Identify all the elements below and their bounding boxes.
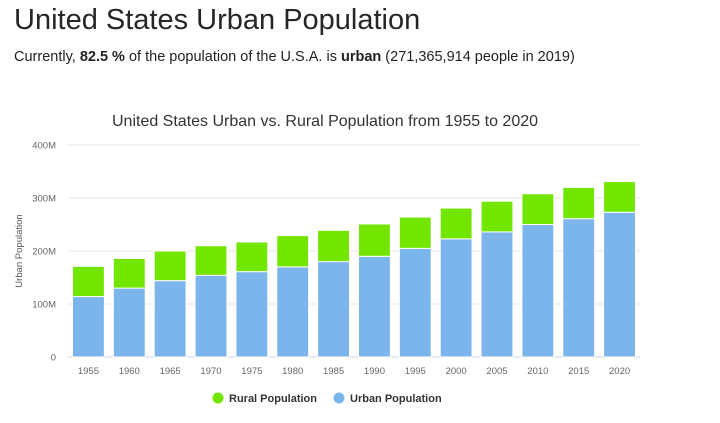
summary-middle: of the population of the U.S.A. is — [124, 49, 341, 65]
x-tick-label: 1985 — [323, 366, 344, 377]
x-tick-label: 1955 — [78, 366, 99, 377]
bar-rural-population-1990[interactable] — [357, 223, 391, 257]
bar-urban-population-2015[interactable] — [562, 218, 596, 358]
y-tick-label: 0 — [51, 353, 56, 364]
legend-item-urban-population[interactable]: Urban Population — [333, 392, 442, 406]
bar-rural-population-1985[interactable] — [317, 229, 351, 263]
y-tick-label: 400M — [32, 141, 56, 152]
bar-rural-population-2020[interactable] — [603, 181, 637, 213]
bar-urban-population-1955[interactable] — [71, 296, 105, 358]
bar-rural-population-2005[interactable] — [480, 200, 514, 233]
bar-rural-population-1965[interactable] — [153, 250, 187, 282]
x-tick-label: 2020 — [609, 366, 630, 377]
bars — [71, 181, 637, 358]
x-tick-label: 2015 — [568, 366, 589, 377]
bar-urban-population-1975[interactable] — [235, 271, 269, 358]
bar-rural-population-2015[interactable] — [562, 186, 596, 220]
bar-urban-population-1970[interactable] — [194, 274, 228, 358]
bar-urban-population-1985[interactable] — [317, 261, 351, 358]
urban-percent: 82.5 % — [79, 49, 125, 65]
bar-urban-population-1960[interactable] — [112, 287, 146, 358]
x-tick-label: 1960 — [119, 366, 140, 377]
y-tick-label: 200M — [32, 247, 56, 258]
bar-urban-population-2010[interactable] — [521, 224, 555, 358]
y-tick-label: 100M — [32, 300, 56, 311]
x-tick-label: 1995 — [405, 366, 426, 377]
page-title: United States Urban Population — [14, 4, 421, 36]
bar-rural-population-1970[interactable] — [194, 245, 228, 276]
bar-urban-population-2000[interactable] — [439, 238, 473, 358]
chart-title: United States Urban vs. Rural Population… — [112, 113, 538, 130]
bar-urban-population-2020[interactable] — [603, 211, 637, 358]
legend-item-rural-population[interactable]: Rural Population — [212, 392, 318, 406]
bar-urban-population-1965[interactable] — [153, 280, 187, 358]
x-tick-label: 1975 — [241, 366, 262, 377]
bar-rural-population-2010[interactable] — [521, 193, 555, 225]
summary-prefix: Currently, — [14, 49, 80, 65]
legend-marker-icon — [333, 392, 345, 404]
x-tick-label: 2010 — [527, 366, 548, 377]
x-tick-label: 2005 — [486, 366, 507, 377]
bar-rural-population-1995[interactable] — [398, 216, 432, 249]
legend-marker-icon — [212, 392, 224, 404]
x-axis-ticks: 1955 1960 1965 1970 1975 1980 1985 1990 1995 2000… — [78, 366, 630, 377]
urban-word: urban — [341, 49, 382, 65]
x-tick-label: 1990 — [364, 366, 385, 377]
legend[interactable]: Rural Population Urban Population — [212, 392, 442, 406]
x-tick-label: 2000 — [446, 366, 467, 377]
population-summary: Currently, 82.5 % of the population of t… — [14, 49, 575, 65]
legend-label: Urban Population — [350, 393, 442, 405]
bar-rural-population-1975[interactable] — [235, 241, 269, 273]
bar-rural-population-2000[interactable] — [439, 207, 473, 240]
y-axis-ticks: 0 100M 200M 300M 400M — [32, 141, 56, 364]
bar-urban-population-1980[interactable] — [276, 266, 310, 358]
bar-urban-population-1995[interactable] — [398, 247, 432, 358]
summary-suffix: (271,365,914 people in 2019) — [381, 49, 575, 65]
bar-rural-population-1955[interactable] — [71, 265, 105, 298]
y-tick-label: 300M — [32, 194, 56, 205]
x-tick-label: 1965 — [160, 366, 181, 377]
bar-rural-population-1980[interactable] — [276, 235, 310, 268]
legend-label: Rural Population — [229, 393, 317, 405]
bar-urban-population-2005[interactable] — [480, 231, 514, 358]
y-axis-label: Urban Population — [14, 214, 25, 287]
x-tick-label: 1980 — [282, 366, 303, 377]
bar-rural-population-1960[interactable] — [112, 257, 146, 289]
bar-urban-population-1990[interactable] — [357, 255, 391, 358]
x-tick-label: 1970 — [200, 366, 221, 377]
